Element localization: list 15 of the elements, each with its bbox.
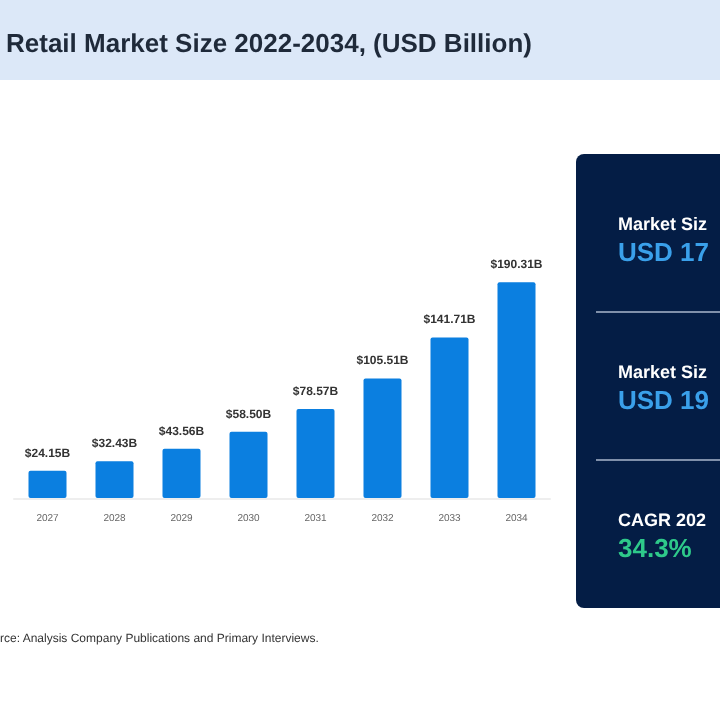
bar bbox=[430, 337, 469, 498]
bar bbox=[497, 282, 536, 498]
text: Market Siz bbox=[618, 214, 709, 234]
bar bbox=[95, 461, 134, 498]
text: USD 19 bbox=[618, 385, 710, 415]
bar bbox=[296, 408, 335, 498]
text: 34.3% bbox=[618, 533, 693, 563]
text: USD 17 bbox=[618, 237, 710, 267]
text: CAGR 202 bbox=[618, 510, 707, 530]
bar bbox=[162, 448, 201, 498]
bar bbox=[28, 470, 67, 498]
chart-title: Retail Market Size 2022-2034, (USD Billion) bbox=[6, 28, 532, 58]
bar bbox=[229, 431, 268, 498]
text: Market Siz bbox=[618, 362, 709, 382]
bar bbox=[363, 378, 402, 498]
